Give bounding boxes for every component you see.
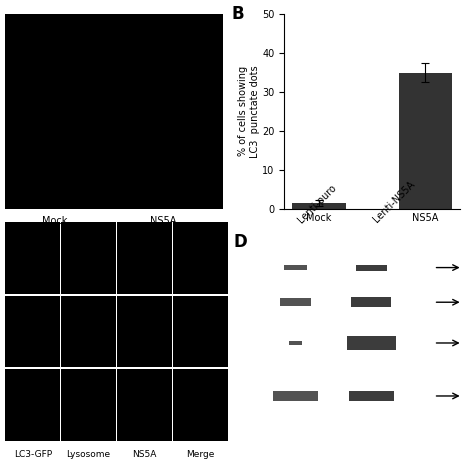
- Text: D: D: [233, 233, 247, 251]
- Bar: [346, 337, 396, 350]
- Y-axis label: % of cells showing
LC3  punctate dots: % of cells showing LC3 punctate dots: [238, 65, 260, 158]
- Text: Merge: Merge: [186, 450, 215, 459]
- Text: NS5A: NS5A: [150, 216, 177, 226]
- Bar: [289, 341, 302, 345]
- Bar: [284, 265, 307, 270]
- Text: Mock: Mock: [42, 216, 67, 226]
- Bar: [349, 392, 393, 401]
- Text: LC3-GFP: LC3-GFP: [14, 450, 52, 459]
- Bar: [356, 264, 387, 271]
- Text: Lenti-puro: Lenti-puro: [295, 182, 338, 225]
- Text: NS5A: NS5A: [132, 450, 157, 459]
- Bar: [273, 392, 318, 401]
- Text: Lysosome: Lysosome: [66, 450, 111, 459]
- Bar: [292, 203, 346, 209]
- Bar: [399, 73, 452, 209]
- Text: Lenti-NS5A: Lenti-NS5A: [371, 180, 417, 225]
- Text: B: B: [232, 5, 245, 22]
- Bar: [351, 297, 392, 307]
- Bar: [280, 298, 311, 306]
